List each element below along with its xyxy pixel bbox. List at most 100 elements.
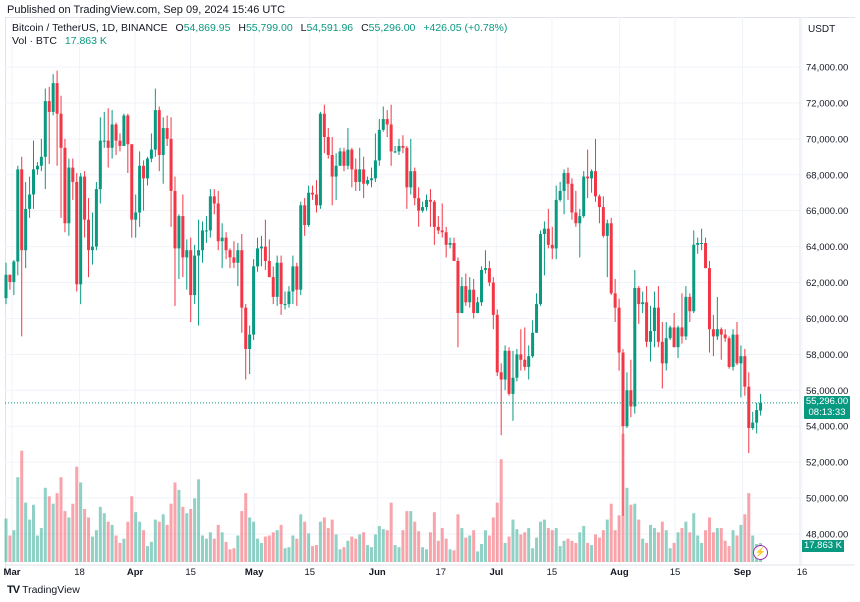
candle-body	[668, 327, 672, 339]
current-price-badge: 55,296.00 08:13:33	[804, 396, 850, 419]
candle-body	[425, 199, 429, 208]
volume-bar	[142, 530, 146, 562]
candle-body	[531, 332, 535, 357]
volume-bar	[338, 549, 342, 562]
volume-bar	[613, 530, 617, 562]
volume-bar	[16, 477, 20, 562]
volume-bar	[503, 542, 507, 562]
candle-body	[440, 230, 444, 233]
volume-bar	[161, 514, 165, 562]
volume-bar	[94, 530, 98, 562]
volume-bar	[554, 528, 558, 562]
volume-bar	[495, 502, 499, 562]
volume-bar	[436, 540, 440, 562]
candle-body	[515, 354, 519, 378]
volume-bar	[656, 532, 660, 562]
volume-bar	[118, 542, 122, 562]
candle-body	[389, 124, 393, 152]
volume-bar	[204, 538, 208, 562]
volume-value: 17.863 K	[64, 35, 107, 47]
candle-body	[597, 196, 601, 208]
volume-bar	[542, 519, 546, 562]
volume-bar	[326, 528, 330, 562]
candle-body	[181, 216, 185, 258]
candle-body	[106, 140, 110, 148]
candle-body	[244, 307, 248, 349]
candle-body	[656, 307, 660, 342]
price-tick: 66,000.00	[806, 206, 848, 217]
time-tick: Jul	[489, 567, 503, 578]
price-tick: 68,000.00	[806, 170, 848, 181]
candle-body	[495, 314, 499, 373]
volume-bar	[83, 509, 87, 562]
volume-bar	[381, 529, 385, 562]
candle-body	[700, 243, 704, 245]
time-tick: 17	[435, 567, 446, 578]
candle-body	[739, 356, 743, 364]
volume-bar	[67, 517, 71, 562]
candle-body	[193, 255, 197, 296]
volume-bar	[684, 521, 688, 562]
volume-bar	[165, 524, 169, 562]
candle-body	[334, 165, 338, 177]
candle-body	[664, 338, 668, 364]
price-axis: 74,000.00 72,000.00 70,000.00 68,000.00 66,0…	[806, 63, 848, 541]
volume-bar	[664, 530, 668, 562]
volume-bar	[377, 525, 381, 562]
candle-body	[617, 307, 621, 353]
volume-bar	[590, 545, 594, 562]
volume-bars	[4, 433, 763, 562]
volume-bar	[212, 538, 216, 562]
candle-body	[393, 151, 397, 153]
volume-bar	[358, 534, 362, 562]
time-tick: 15	[547, 567, 558, 578]
volume-bar	[39, 528, 43, 562]
volume-bar	[601, 530, 605, 562]
candle-body	[318, 113, 322, 206]
candle-body	[629, 390, 633, 407]
candle-body	[362, 169, 366, 184]
volume-bar	[448, 549, 452, 562]
candle-body	[303, 205, 307, 226]
volume-bar	[63, 511, 67, 562]
candle-body	[421, 207, 425, 211]
candle-body	[177, 216, 181, 249]
candle-body	[142, 165, 146, 179]
volume-bar	[566, 538, 570, 562]
volume-bar	[177, 489, 181, 562]
candle-body	[554, 199, 558, 249]
candle-body	[165, 128, 169, 139]
candle-body	[692, 244, 696, 312]
lightning-icon[interactable]: ⚡	[753, 545, 768, 560]
candle-body	[369, 178, 373, 181]
volume-bar	[267, 535, 271, 562]
candle-body	[432, 201, 436, 227]
candle-body	[480, 269, 484, 303]
candle-body	[263, 246, 267, 261]
candle-body	[570, 183, 574, 213]
candle-body	[24, 208, 28, 251]
volume-bar	[570, 540, 574, 562]
volume-bar	[185, 513, 189, 562]
volume-bar	[401, 530, 405, 562]
volume-bar	[362, 532, 366, 562]
volume-bar	[507, 536, 511, 562]
candle-body	[538, 234, 542, 305]
candle-body	[248, 334, 252, 349]
volume-bar	[275, 530, 279, 562]
volume-bar	[483, 530, 487, 562]
candle-body	[322, 113, 326, 138]
published-note: Published on TradingView.com, Sep 09, 20…	[7, 4, 286, 16]
volume-bar	[4, 518, 8, 562]
currency-label[interactable]: USDT	[808, 24, 836, 35]
volume-bar	[236, 535, 240, 562]
candle-body	[157, 110, 161, 156]
candle-body	[633, 287, 637, 407]
volume-bar	[346, 540, 350, 562]
volume-bar	[87, 517, 91, 562]
candle-body	[582, 176, 586, 217]
candles	[4, 70, 763, 516]
candle-body	[652, 307, 656, 332]
candle-body	[731, 334, 735, 367]
